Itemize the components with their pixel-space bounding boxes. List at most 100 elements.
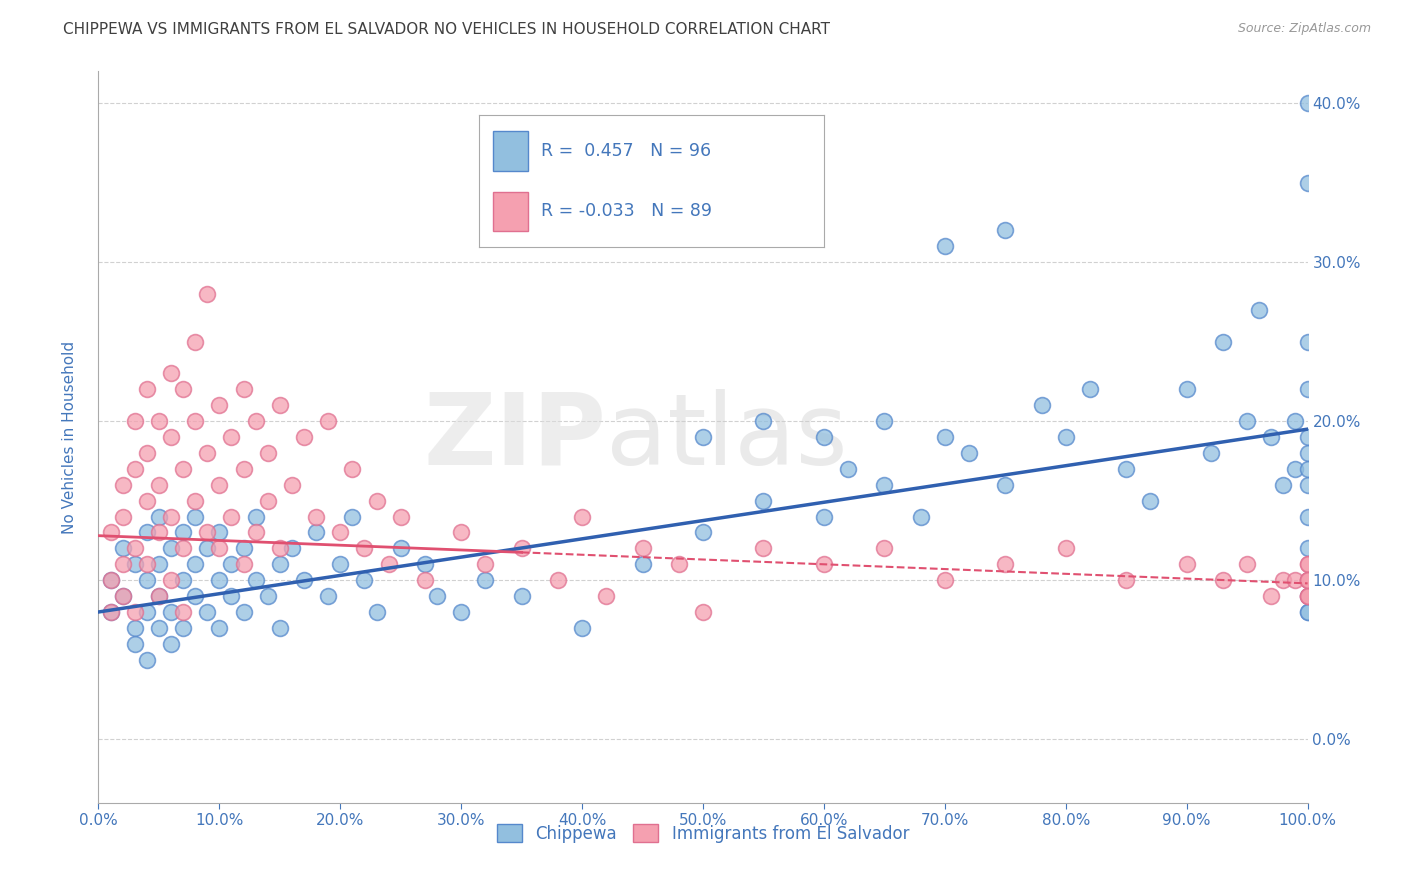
Point [148, 414, 170, 428]
Point [1296, 477, 1319, 491]
Point [1296, 558, 1319, 572]
Point [692, 605, 714, 619]
Point [389, 541, 412, 556]
Point [1296, 589, 1319, 603]
Point [221, 589, 243, 603]
Point [111, 589, 134, 603]
Point [426, 589, 449, 603]
Point [813, 558, 835, 572]
Point [813, 509, 835, 524]
Point [957, 446, 980, 460]
Point [195, 287, 218, 301]
Point [1296, 96, 1319, 111]
Point [752, 493, 775, 508]
Point [160, 367, 183, 381]
Point [631, 558, 654, 572]
Point [1175, 383, 1198, 397]
Point [208, 573, 231, 587]
Point [148, 589, 170, 603]
Point [510, 541, 533, 556]
Legend: Chippewa, Immigrants from El Salvador: Chippewa, Immigrants from El Salvador [491, 818, 915, 849]
Point [269, 398, 291, 412]
Point [1296, 462, 1319, 476]
Point [813, 430, 835, 444]
Point [474, 558, 496, 572]
Point [281, 541, 304, 556]
Point [195, 605, 218, 619]
Point [1296, 383, 1319, 397]
Text: CHIPPEWA VS IMMIGRANTS FROM EL SALVADOR NO VEHICLES IN HOUSEHOLD CORRELATION CHA: CHIPPEWA VS IMMIGRANTS FROM EL SALVADOR … [63, 22, 831, 37]
Point [208, 525, 231, 540]
Point [195, 525, 218, 540]
Point [994, 558, 1017, 572]
Point [256, 446, 278, 460]
Point [571, 621, 593, 635]
Point [450, 525, 472, 540]
Point [172, 605, 194, 619]
Point [571, 509, 593, 524]
Point [450, 605, 472, 619]
Point [111, 589, 134, 603]
Point [1236, 558, 1258, 572]
Point [232, 383, 254, 397]
Point [124, 621, 146, 635]
Point [172, 573, 194, 587]
Point [100, 605, 122, 619]
Point [1115, 573, 1137, 587]
Point [292, 573, 315, 587]
Point [269, 541, 291, 556]
Point [256, 493, 278, 508]
Point [100, 573, 122, 587]
Point [100, 573, 122, 587]
Point [135, 653, 157, 667]
Point [1296, 334, 1319, 349]
Point [316, 414, 339, 428]
Point [124, 637, 146, 651]
Point [1249, 302, 1271, 317]
Point [111, 477, 134, 491]
Point [1296, 589, 1319, 603]
Point [111, 541, 134, 556]
Point [1260, 430, 1282, 444]
Point [1296, 573, 1319, 587]
Point [221, 509, 243, 524]
Point [195, 446, 218, 460]
Point [1212, 573, 1234, 587]
Point [172, 525, 194, 540]
Point [1296, 573, 1319, 587]
Point [148, 589, 170, 603]
Point [208, 477, 231, 491]
Point [837, 462, 859, 476]
Point [1296, 573, 1319, 587]
Point [1236, 414, 1258, 428]
Point [160, 509, 183, 524]
Point [873, 414, 896, 428]
Point [135, 493, 157, 508]
Y-axis label: No Vehicles in Household: No Vehicles in Household [62, 341, 77, 533]
Point [366, 493, 388, 508]
Point [208, 621, 231, 635]
Point [160, 605, 183, 619]
Point [1284, 462, 1306, 476]
Point [184, 558, 207, 572]
Point [245, 573, 267, 587]
Point [752, 541, 775, 556]
Point [1260, 589, 1282, 603]
Point [692, 430, 714, 444]
Point [221, 558, 243, 572]
Point [1054, 541, 1077, 556]
Point [148, 509, 170, 524]
Point [232, 605, 254, 619]
Point [1139, 493, 1161, 508]
Point [1296, 589, 1319, 603]
Point [135, 446, 157, 460]
Point [1296, 558, 1319, 572]
Point [111, 558, 134, 572]
Point [292, 430, 315, 444]
Point [1296, 573, 1319, 587]
Point [1115, 462, 1137, 476]
Point [135, 573, 157, 587]
Point [1212, 334, 1234, 349]
Point [1199, 446, 1222, 460]
Point [752, 414, 775, 428]
